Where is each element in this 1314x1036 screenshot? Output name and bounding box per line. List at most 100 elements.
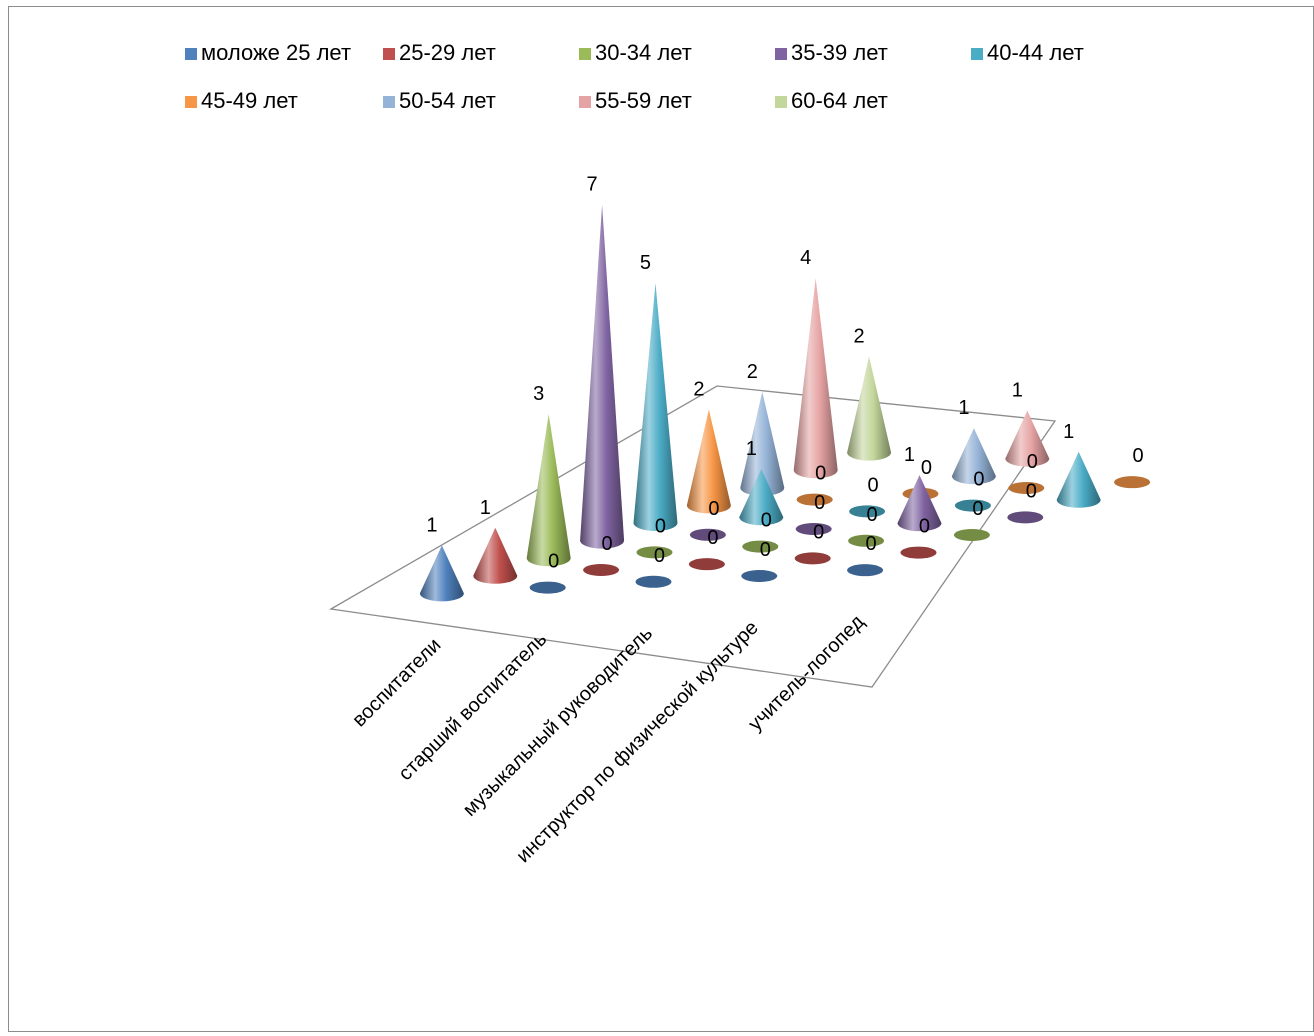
cone-mark: 0 [953,498,990,541]
data-label: 5 [640,252,651,274]
data-label: 0 [548,551,559,573]
cone-mark: 0 [635,545,672,588]
zero-disc [796,493,833,506]
cone-body [526,414,571,567]
cone-mark: 0 [900,516,937,559]
data-label: 2 [854,326,865,348]
cone-body [1056,451,1101,508]
cone-mark: 0 [1007,480,1044,524]
chart-frame: моложе 25 лет 25-29 лет 30-34 лет 35-39 лет… [8,6,1314,1032]
data-label: 1 [426,514,437,536]
data-label: 0 [919,516,930,538]
zero-disc [795,522,832,535]
data-label: 0 [973,469,984,491]
data-label: 0 [815,463,826,485]
data-label: 3 [533,383,544,405]
legend-swatch [579,48,591,60]
legend-label: 40-44 лет [987,40,1084,65]
legend-label: 25-29 лет [399,40,496,65]
cone-mark: 1 [1056,421,1101,508]
cone-mark: 0 [529,551,566,594]
data-label: 0 [655,515,666,537]
cone-body [686,409,731,514]
legend-label: 55-59 лет [595,88,692,113]
cone-body [740,391,785,496]
zero-disc [583,563,620,576]
data-label: 0 [814,492,825,514]
zero-disc [1007,511,1044,524]
data-label: 1 [1063,421,1074,443]
cone-body [633,282,678,531]
legend-item: 60-64 лет [775,88,888,113]
legend-label: моложе 25 лет [201,40,351,65]
data-label: 1 [958,397,969,419]
zero-disc [529,581,566,594]
cone-mark: 0 [583,533,620,576]
cone-mark: 0 [636,515,673,559]
cone-body [951,428,996,485]
legend: моложе 25 лет 25-29 лет 30-34 лет 35-39 лет… [185,40,1084,113]
data-label: 0 [813,521,824,543]
cone-mark: 3 [526,383,571,567]
legend-item: 30-34 лет [579,40,692,65]
cone-mark: 1 [739,438,784,526]
data-label: 2 [747,361,758,383]
cone-mark: 2 [686,378,731,514]
legend-item: моложе 25 лет [185,40,351,65]
zero-disc [689,528,726,541]
cone-body [897,475,942,532]
data-label: 0 [654,545,665,567]
data-label: 1 [904,444,915,466]
cone-mark: 4 [793,247,838,479]
cone-mark: 1 [1005,380,1050,467]
legend-item: 25-29 лет [383,40,496,65]
cone-mark: 0 [689,498,726,541]
cone-mark: 7 [580,174,625,549]
legend-swatch [185,96,197,108]
cone-body [793,278,838,479]
zero-disc [953,528,990,541]
zero-disc [1114,476,1151,489]
legend-label: 30-34 лет [595,40,692,65]
cone-mark: 0 [849,474,886,518]
cone-body [473,527,518,584]
cone-mark: 0 [742,510,779,553]
data-label: 4 [800,247,811,269]
legend-label: 60-64 лет [791,88,888,113]
category-label: учитель-логопед [744,611,869,736]
cone-body [847,356,892,461]
cone-mark: 0 [954,469,991,512]
data-label: 7 [587,174,598,196]
cone-mark: 0 [847,533,884,577]
cone-mark: 0 [688,527,725,571]
legend-swatch [971,48,983,60]
legend-item: 55-59 лет [579,88,692,113]
cone-mark: 0 [796,463,833,506]
data-label: 0 [708,498,719,520]
cone-mark: 0 [848,504,885,547]
cone-mark: 0 [795,492,832,535]
zero-disc [635,575,672,588]
cone-mark: 1 [419,514,464,602]
legend-swatch [775,48,787,60]
data-label: 0 [602,533,613,555]
data-label: 0 [1133,445,1144,467]
cone-chart: моложе 25 лет 25-29 лет 30-34 лет 35-39 лет… [185,40,1151,867]
legend-label: 45-49 лет [201,88,298,113]
legend-item: 45-49 лет [185,88,298,113]
legend-swatch [185,48,197,60]
data-label: 0 [972,498,983,520]
data-label: 0 [868,474,879,496]
cone-mark: 0 [1114,445,1151,489]
legend-swatch [775,96,787,108]
zero-disc [849,505,886,518]
data-label: 0 [760,539,771,561]
legend-item: 35-39 лет [775,40,888,65]
zero-disc [742,540,779,553]
zero-disc [794,552,831,565]
legend-item: 40-44 лет [971,40,1084,65]
legend-label: 50-54 лет [399,88,496,113]
legend-swatch [383,48,395,60]
legend-swatch [383,96,395,108]
